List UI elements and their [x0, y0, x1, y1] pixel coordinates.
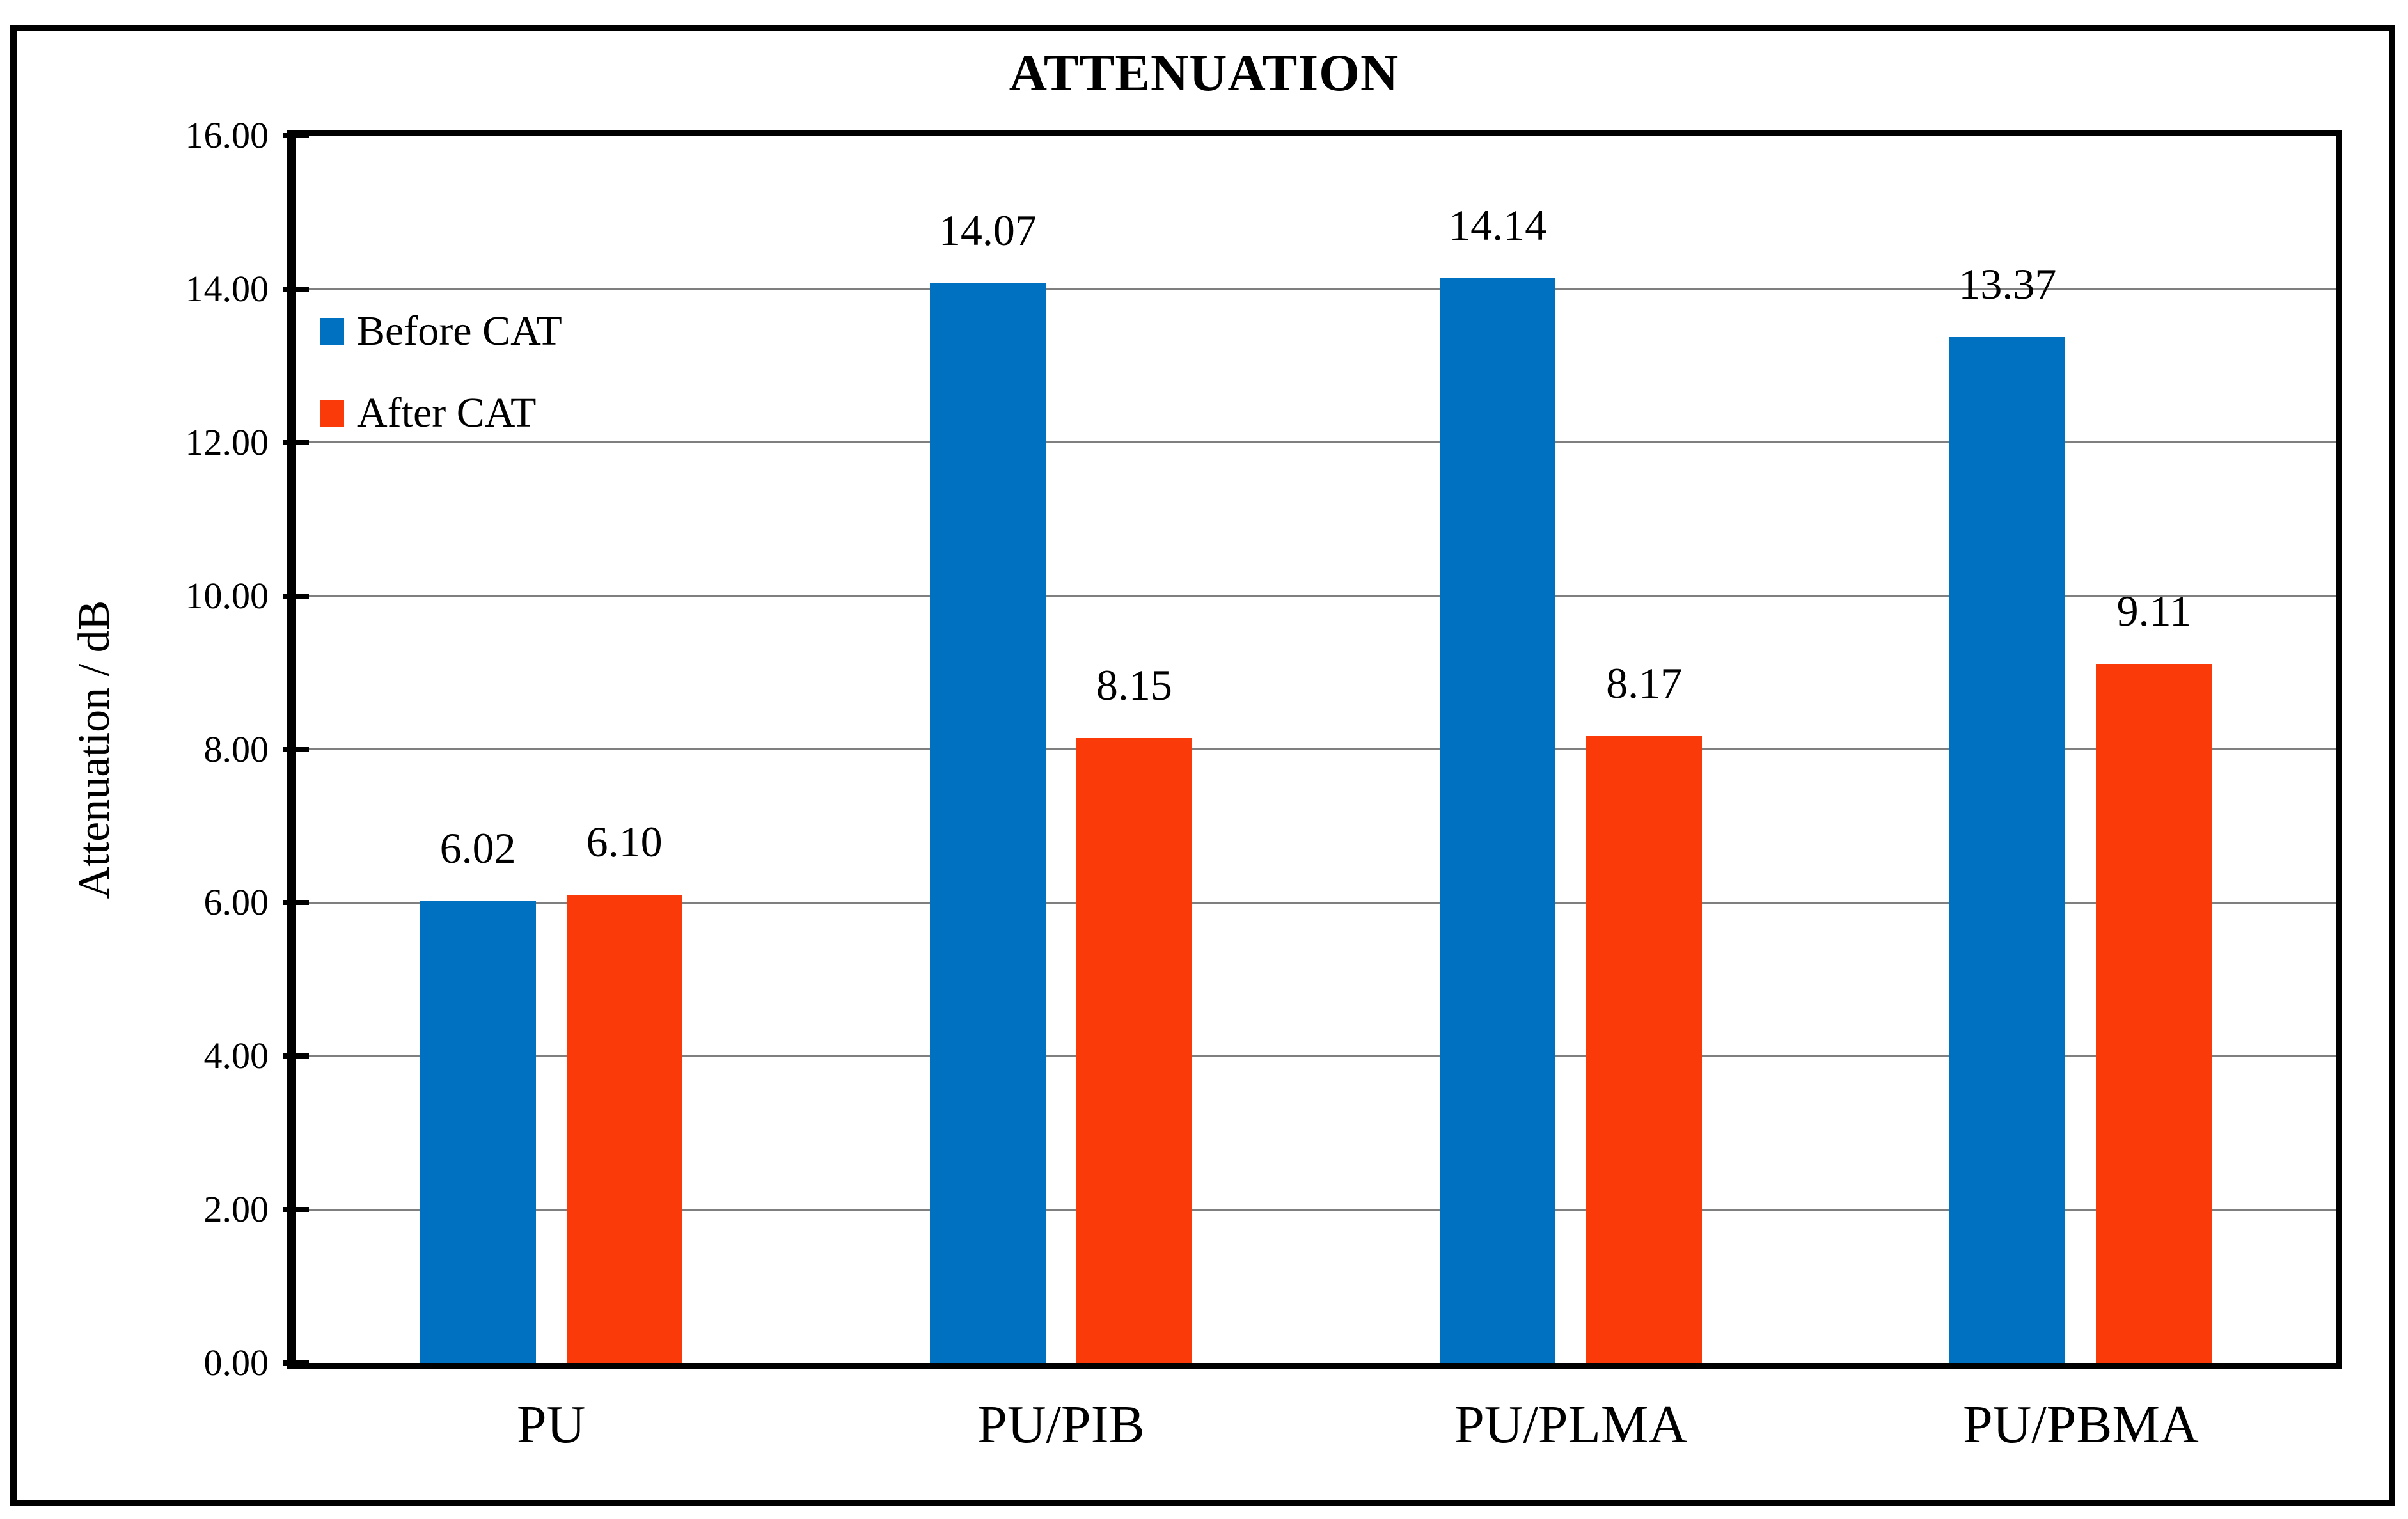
bar-before-cat-pu-plma [1440, 278, 1556, 1363]
y-tick-2.00 [283, 1207, 309, 1213]
y-tick-6.00 [283, 900, 309, 906]
bar-after-cat-pu [566, 895, 682, 1363]
bar-value-label-before-cat-pu-plma: 14.14 [1449, 201, 1547, 250]
category-label-pu: PU [516, 1395, 586, 1454]
legend-label-before-cat: Before CAT [357, 308, 562, 354]
y-tick-4.00 [283, 1053, 309, 1059]
bar-value-label-after-cat-pu: 6.10 [586, 817, 663, 867]
bar-after-cat-pu-pib [1076, 737, 1192, 1363]
y-tick-label-6.00: 6.00 [203, 881, 269, 924]
gridline-2 [296, 1208, 2336, 1211]
bar-value-label-after-cat-pu-plma: 8.17 [1606, 659, 1683, 708]
y-tick-label-12.00: 12.00 [185, 421, 269, 463]
bar-after-cat-pu-pbma [2096, 664, 2212, 1363]
gridline-10 [296, 595, 2336, 597]
chart-outer-border [10, 25, 2395, 1506]
y-tick-label-14.00: 14.00 [185, 267, 269, 310]
bar-before-cat-pu [420, 901, 536, 1363]
chart-title: ATTENUATION [1009, 43, 1399, 102]
legend-swatch-after-cat [320, 400, 344, 427]
category-label-pu-pib: PU/PIB [977, 1395, 1145, 1454]
y-tick-12.00 [283, 439, 309, 445]
bar-before-cat-pu-pbma [1949, 337, 2066, 1363]
y-tick-label-0.00: 0.00 [203, 1342, 269, 1383]
gridline-8 [296, 748, 2336, 750]
bar-value-label-after-cat-pu-pib: 8.15 [1096, 660, 1172, 709]
y-tick-label-16.00: 16.00 [185, 114, 269, 156]
y-tick-label-4.00: 4.00 [203, 1035, 269, 1077]
bar-after-cat-pu-plma [1586, 736, 1703, 1363]
y-tick-10.00 [283, 593, 309, 599]
bar-value-label-before-cat-pu: 6.02 [439, 823, 516, 872]
bar-value-label-after-cat-pu-pbma: 9.11 [2116, 586, 2192, 636]
bar-before-cat-pu-pib [929, 283, 1046, 1363]
gridline-4 [296, 1055, 2336, 1057]
y-tick-label-2.00: 2.00 [203, 1188, 269, 1231]
y-tick-label-10.00: 10.00 [185, 574, 269, 617]
bar-value-label-before-cat-pu-pbma: 13.37 [1958, 260, 2057, 309]
y-tick-8.00 [283, 746, 309, 752]
gridline-14 [296, 288, 2336, 290]
y-tick-label-8.00: 8.00 [203, 728, 269, 770]
y-tick-16.00 [283, 133, 309, 138]
category-label-pu-pbma: PU/PBMA [1962, 1395, 2199, 1454]
gridline-6 [296, 901, 2336, 904]
legend-label-after-cat: After CAT [357, 390, 537, 436]
bar-value-label-before-cat-pu-pib: 14.07 [938, 206, 1037, 255]
y-tick-0.00 [283, 1360, 309, 1366]
y-tick-14.00 [283, 286, 309, 292]
gridline-12 [296, 441, 2336, 444]
legend-swatch-before-cat [320, 318, 344, 345]
category-label-pu-plma: PU/PLMA [1454, 1395, 1688, 1454]
